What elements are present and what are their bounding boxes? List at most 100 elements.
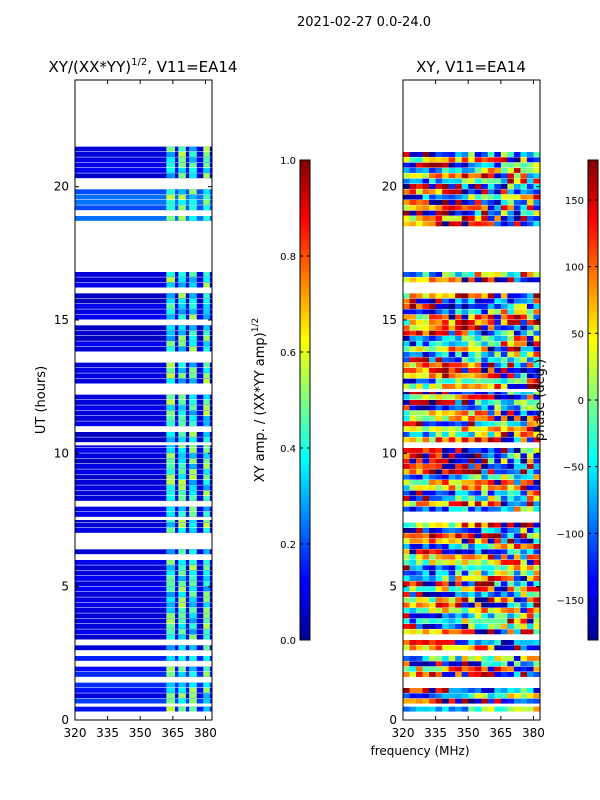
heatmap-cell — [526, 272, 534, 277]
heatmap-cell — [474, 272, 482, 277]
heatmap-cell — [481, 688, 489, 693]
heatmap-cell — [403, 688, 410, 693]
heatmap-cell — [455, 570, 463, 576]
heatmap-cell — [429, 698, 436, 704]
heatmap-cell — [448, 336, 456, 341]
heatmap-cell — [513, 410, 521, 416]
heatmap-cell — [403, 392, 410, 395]
heatmap-cell — [494, 597, 502, 603]
heatmap-cell — [468, 698, 476, 704]
heatmap-cell — [461, 394, 469, 400]
heatmap-cell — [474, 528, 482, 533]
heatmap-cell — [500, 586, 508, 592]
heatmap-cell — [494, 357, 502, 363]
heatmap-cell — [494, 592, 502, 597]
heatmap-cell — [416, 538, 423, 544]
heatmap-cell — [533, 480, 541, 485]
heatmap-cell — [487, 656, 495, 661]
heatmap-cell — [409, 592, 417, 597]
heatmap-channel-cell — [166, 656, 176, 661]
heatmap-cell — [494, 666, 502, 672]
heatmap-cell — [468, 437, 476, 443]
heatmap-cell — [468, 645, 476, 651]
heatmap-channel-cell — [189, 706, 197, 712]
heatmap-cell — [513, 501, 521, 507]
heatmap-cell — [507, 432, 515, 437]
heatmap-cell — [435, 168, 443, 173]
heatmap-cell — [494, 661, 502, 667]
heatmap-cell — [448, 661, 456, 667]
heatmap-cell — [455, 474, 463, 480]
heatmap-cell — [468, 602, 476, 608]
heatmap-cell — [409, 421, 417, 427]
heatmap-channel-cell — [203, 341, 210, 347]
heatmap-cell — [513, 645, 521, 651]
heatmap-cell — [435, 272, 443, 277]
heatmap-cell — [533, 640, 541, 645]
heatmap-cell — [409, 602, 417, 608]
heatmap-cell — [448, 629, 456, 635]
heatmap-cell — [416, 162, 423, 168]
heatmap-cell — [455, 490, 463, 496]
heatmap-channel-cell — [178, 576, 186, 581]
heatmap-cell — [481, 618, 489, 624]
heatmap-cell — [429, 490, 436, 496]
heatmap-cell — [533, 168, 541, 173]
heatmap-cell — [513, 586, 521, 592]
heatmap-cell — [481, 506, 489, 512]
heatmap-cell — [487, 293, 495, 299]
heatmap-cell — [507, 352, 515, 357]
heatmap-channel-cell — [189, 152, 197, 157]
heatmap-cell — [533, 325, 541, 331]
heatmap-cell — [500, 437, 508, 443]
heatmap-cell — [409, 152, 417, 157]
colorbar-tick-label: 0.8 — [280, 252, 296, 263]
heatmap-cell — [422, 480, 430, 485]
heatmap-row — [75, 309, 212, 315]
heatmap-cell — [513, 272, 521, 277]
heatmap-cell — [487, 210, 495, 216]
heatmap-channel-cell — [189, 309, 197, 315]
heatmap-cell — [468, 216, 476, 221]
heatmap-channel-cell — [189, 645, 197, 651]
heatmap-cell — [429, 157, 436, 163]
heatmap-cell — [461, 416, 469, 421]
heatmap-cell — [507, 554, 515, 560]
heatmap-cell — [520, 549, 528, 555]
heatmap-cell — [403, 189, 410, 195]
y-tick-label: 15 — [382, 313, 397, 327]
heatmap-cell — [487, 576, 495, 581]
heatmap-cell — [455, 362, 463, 368]
heatmap-cell — [494, 602, 502, 608]
heatmap-channel-cell — [189, 565, 197, 571]
heatmap-cell — [448, 581, 456, 587]
heatmap-channel-cell — [203, 480, 210, 485]
heatmap-cell — [422, 522, 430, 528]
heatmap-channel-cell — [189, 618, 197, 624]
heatmap-cell — [487, 597, 495, 603]
heatmap-cell — [461, 405, 469, 411]
heatmap-cell — [403, 560, 410, 565]
heatmap-cell — [507, 656, 515, 661]
heatmap-channel-cell — [166, 512, 176, 517]
heatmap-channel-cell — [203, 656, 210, 661]
heatmap-channel-cell — [189, 506, 197, 512]
heatmap-channel-cell — [189, 325, 197, 331]
heatmap-channel-cell — [189, 405, 197, 411]
heatmap-cell — [416, 432, 423, 437]
heatmap-cell — [526, 421, 534, 427]
heatmap-cell — [533, 357, 541, 363]
heatmap-cell — [513, 608, 521, 613]
heatmap-channel-cell — [189, 421, 197, 427]
heatmap-cell — [474, 184, 482, 189]
heatmap-cell — [481, 221, 489, 227]
heatmap-cell — [533, 576, 541, 581]
heatmap-cell — [403, 405, 410, 411]
heatmap-cell — [481, 640, 489, 645]
heatmap-cell — [422, 221, 430, 227]
heatmap-cell — [494, 496, 502, 501]
heatmap-cell — [513, 277, 521, 283]
heatmap-channel-cell — [166, 474, 176, 480]
heatmap-cell — [442, 544, 449, 549]
heatmap-channel-cell — [189, 666, 197, 672]
